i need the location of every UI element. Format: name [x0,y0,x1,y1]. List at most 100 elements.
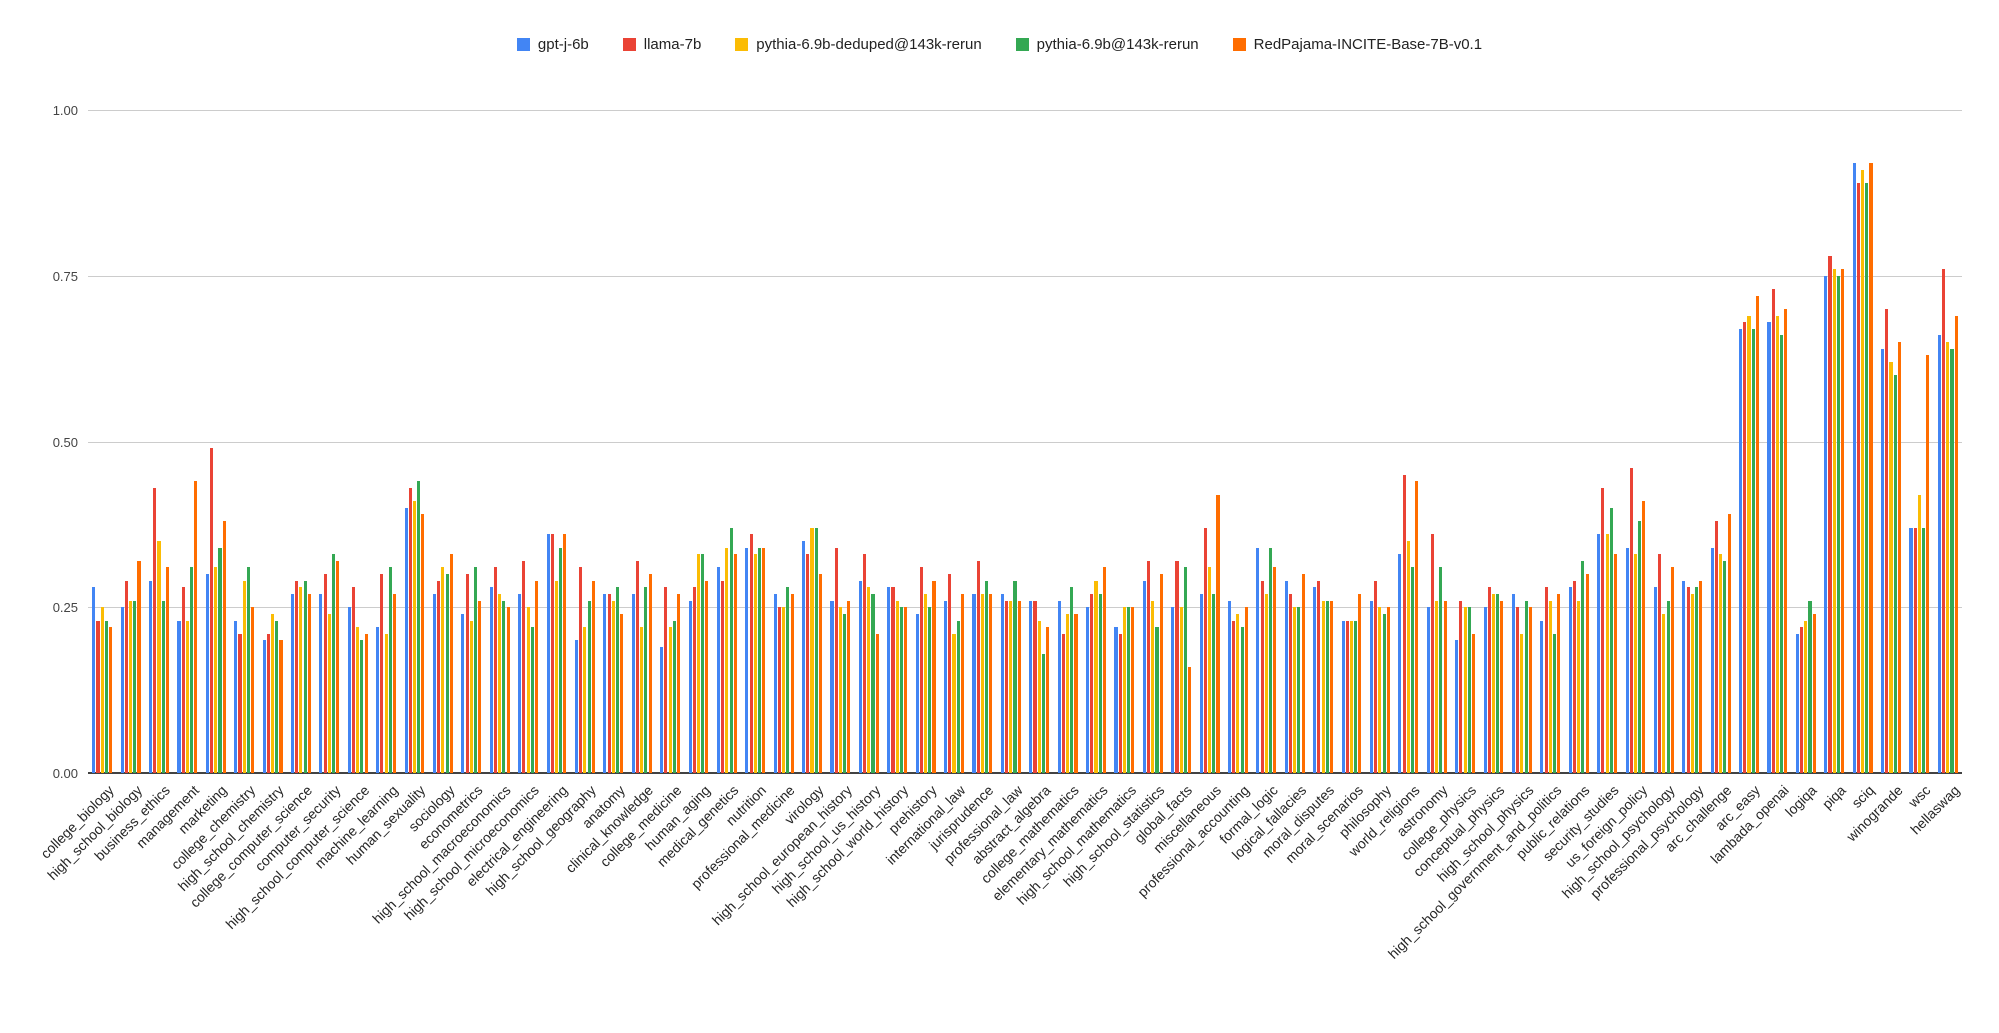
bar-llama-7b-human_aging [692,587,696,773]
bar-gpt-j-6b-anatomy [603,593,607,773]
bar-RedPajama-INCITE-Base-7B-v0.1-high_school_geography [591,580,595,773]
bar-pythia-6.9b-deduped@143k-rerun-medical_genetics [725,547,729,773]
bar-pythia-6.9b-deduped@143k-rerun-jurisprudence [980,593,984,773]
bar-llama-7b-high_school_physics [1516,607,1520,773]
bar-gpt-j-6b-high_school_government_and_politics [1540,620,1544,773]
bar-llama-7b-anatomy [607,593,611,773]
bar-llama-7b-lambada_openai [1771,289,1775,773]
bar-pythia-6.9b@143k-rerun-marketing [218,547,222,773]
bar-pythia-6.9b@143k-rerun-high_school_mathematics [1127,607,1131,773]
bar-gpt-j-6b-high_school_macroeconomics [489,587,493,773]
bar-pythia-6.9b@143k-rerun-winogrande [1893,375,1897,773]
bar-RedPajama-INCITE-Base-7B-v0.1-high_school_mathematics [1131,607,1135,773]
bar-pythia-6.9b@143k-rerun-professional_medicine [786,587,790,773]
bar-gpt-j-6b-formal_logic [1256,547,1260,773]
bar-pythia-6.9b-deduped@143k-rerun-lambada_openai [1775,315,1779,773]
bar-RedPajama-INCITE-Base-7B-v0.1-marketing [222,521,226,773]
bar-llama-7b-nutrition [749,534,753,773]
bar-RedPajama-INCITE-Base-7B-v0.1-moral_scenarios [1358,593,1362,773]
bar-llama-7b-professional_psychology [1686,587,1690,773]
bar-llama-7b-electrical_engineering [550,534,554,773]
bar-gpt-j-6b-clinical_knowledge [631,593,635,773]
bar-pythia-6.9b@143k-rerun-high_school_biology [133,600,137,773]
bar-RedPajama-INCITE-Base-7B-v0.1-jurisprudence [989,593,993,773]
y-tick-label: 0.00 [52,766,78,781]
legend-swatch-icon [735,38,749,51]
bar-llama-7b-high_school_computer_science [351,587,356,773]
bar-pythia-6.9b-deduped@143k-rerun-electrical_engineering [554,580,559,773]
bar-gpt-j-6b-high_school_microeconomics [518,593,522,773]
bar-llama-7b-college_medicine [664,587,668,773]
bar-gpt-j-6b-security_studies [1597,534,1601,773]
bar-llama-7b-logical_fallacies [1288,593,1293,773]
bar-pythia-6.9b@143k-rerun-logical_fallacies [1297,607,1301,773]
bar-llama-7b-high_school_government_and_politics [1544,587,1548,773]
bar-RedPajama-INCITE-Base-7B-v0.1-high_school_government_and_politics [1557,593,1561,773]
bar-pythia-6.9b@143k-rerun-global_facts [1183,567,1187,773]
bar-gpt-j-6b-winogrande [1881,348,1885,773]
legend-swatch-icon [1232,38,1246,51]
bar-gpt-j-6b-computer_security [319,593,323,773]
bar-pythia-6.9b@143k-rerun-machine_learning [388,567,392,773]
bar-llama-7b-abstract_algebra [1033,600,1037,773]
bar-llama-7b-professional_law [1005,600,1009,773]
bar-RedPajama-INCITE-Base-7B-v0.1-econometrics [478,600,482,773]
bar-gpt-j-6b-professional_law [1000,593,1004,773]
bar-pythia-6.9b@143k-rerun-college_mathematics [1070,587,1074,773]
bar-pythia-6.9b@143k-rerun-astronomy [1439,567,1443,773]
bar-RedPajama-INCITE-Base-7B-v0.1-arc_easy [1755,295,1759,773]
bar-pythia-6.9b-deduped@143k-rerun-moral_scenarios [1349,620,1354,773]
bar-gpt-j-6b-human_sexuality [404,507,408,773]
legend-label: pythia-6.9b@143k-rerun [1036,36,1199,53]
legend-item-RedPajama-INCITE-Base-7B-v0.1: RedPajama-INCITE-Base-7B-v0.1 [1232,36,1482,53]
bar-pythia-6.9b-deduped@143k-rerun-clinical_knowledge [640,627,644,773]
bar-pythia-6.9b@143k-rerun-college_chemistry [246,567,250,773]
bar-llama-7b-hellaswag [1942,269,1946,773]
bar-pythia-6.9b@143k-rerun-college_biology [104,620,108,773]
bar-gpt-j-6b-public_relations [1568,587,1572,773]
bar-gpt-j-6b-medical_genetics [716,567,720,773]
bar-pythia-6.9b@143k-rerun-miscellaneous [1212,593,1216,773]
bar-llama-7b-formal_logic [1260,580,1264,773]
bar-gpt-j-6b-high_school_world_history [887,587,891,773]
bar-llama-7b-public_relations [1572,580,1577,773]
bar-gpt-j-6b-electrical_engineering [546,534,550,773]
bar-pythia-6.9b@143k-rerun-high_school_psychology [1666,600,1670,773]
legend-label: pythia-6.9b-deduped@143k-rerun [756,36,982,53]
bar-pythia-6.9b-deduped@143k-rerun-world_religions [1406,540,1410,773]
bar-pythia-6.9b@143k-rerun-arc_challenge [1723,560,1727,773]
bar-RedPajama-INCITE-Base-7B-v0.1-security_studies [1613,554,1618,773]
bar-pythia-6.9b-deduped@143k-rerun-formal_logic [1264,593,1268,773]
bar-gpt-j-6b-elementary_mathematics [1086,607,1090,773]
bar-llama-7b-medical_genetics [721,580,725,773]
bar-gpt-j-6b-moral_scenarios [1341,620,1345,773]
bar-llama-7b-machine_learning [380,574,384,773]
bar-llama-7b-management [181,587,185,773]
bar-pythia-6.9b-deduped@143k-rerun-professional_psychology [1690,593,1694,773]
x-tick-label: logiqa [1782,782,1821,820]
bar-gpt-j-6b-high_school_chemistry [262,640,266,773]
bar-pythia-6.9b@143k-rerun-abstract_algebra [1041,653,1045,773]
bar-pythia-6.9b@143k-rerun-anatomy [615,587,620,773]
bar-llama-7b-high_school_european_history [834,547,838,773]
legend-item-pythia-6.9b-deduped@143k-rerun: pythia-6.9b-deduped@143k-rerun [735,36,982,53]
bar-llama-7b-college_chemistry [238,633,242,773]
bar-pythia-6.9b-deduped@143k-rerun-high_school_biology [129,600,133,773]
bar-llama-7b-college_biology [96,620,100,773]
bar-pythia-6.9b-deduped@143k-rerun-philosophy [1378,607,1382,773]
bar-RedPajama-INCITE-Base-7B-v0.1-wsc [1926,355,1930,773]
bar-llama-7b-high_school_world_history [891,587,895,773]
bar-RedPajama-INCITE-Base-7B-v0.1-high_school_european_history [847,600,851,773]
bar-gpt-j-6b-high_school_european_history [830,600,834,773]
bar-pythia-6.9b@143k-rerun-professional_accounting [1240,627,1244,773]
bar-llama-7b-high_school_geography [579,567,583,773]
bar-gpt-j-6b-college_computer_science [291,593,295,773]
bar-pythia-6.9b@143k-rerun-high_school_macroeconomics [502,600,506,773]
bar-RedPajama-INCITE-Base-7B-v0.1-logiqa [1812,613,1816,773]
bar-pythia-6.9b@143k-rerun-sciq [1865,182,1869,773]
bar-llama-7b-high_school_microeconomics [522,560,526,773]
bar-pythia-6.9b@143k-rerun-high_school_european_history [843,613,847,773]
gridline [88,607,1962,609]
bar-gpt-j-6b-nutrition [745,547,749,773]
bar-llama-7b-conceptual_physics [1487,587,1491,773]
